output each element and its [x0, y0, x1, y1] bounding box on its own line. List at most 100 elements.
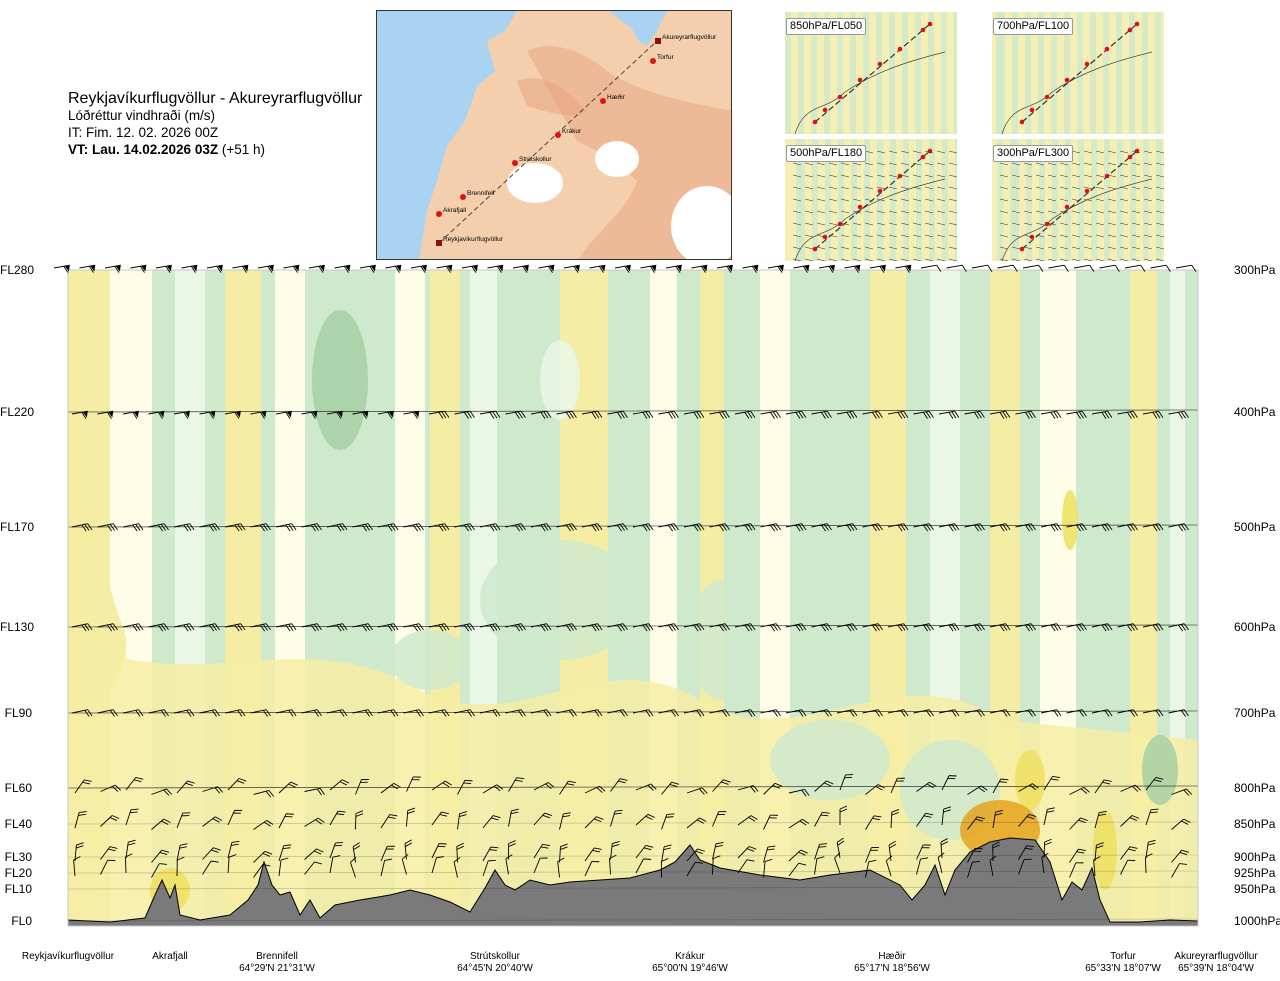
inset-wind-barb: [852, 174, 862, 178]
station-label: Akureyrarflugvöllur 65°39'N 18°04'W: [1152, 951, 1280, 975]
wind-barb: [530, 709, 552, 717]
pressure-level-label: 1000hPa: [1234, 914, 1280, 928]
wind-barb: [227, 778, 247, 791]
inset-route-point: [920, 27, 926, 33]
inset-wind-barb: [804, 222, 814, 226]
wind-barb: [763, 814, 779, 830]
wind-barb: [431, 811, 449, 826]
inset-wind-barb: [912, 186, 922, 190]
inset-wind-barb: [1023, 186, 1033, 190]
inset-wind-barb: [936, 210, 946, 214]
inset-wind-barb: [1119, 210, 1129, 214]
wind-barb: [301, 623, 322, 632]
wind-barb: [1120, 784, 1142, 792]
wind-barb: [964, 623, 985, 632]
inset-wind-barb: [1155, 258, 1164, 261]
wind-barb: [609, 854, 617, 875]
inset-wind-barb: [1023, 234, 1033, 238]
wind-barb: [151, 863, 167, 878]
wind-barb: [683, 709, 705, 717]
inset-wind-barb: [1011, 162, 1021, 166]
inset-wind-barb: [999, 174, 1009, 178]
wind-barb: [686, 861, 703, 877]
inset-route-point: [877, 188, 883, 194]
wind-barb: [734, 709, 756, 717]
wind-barb: [913, 709, 934, 717]
inset-wind-barb: [999, 162, 1009, 166]
inset-band: [1012, 12, 1018, 134]
inset-wind-barb: [792, 198, 802, 202]
station-name: Reykjavíkurflugvöllur: [21, 951, 115, 962]
wind-barb: [148, 410, 165, 419]
wind-barb: [992, 778, 1009, 794]
route-map-svg: Reykjavíkurflugvöllur Akrafjall Brennifell…: [377, 11, 731, 259]
inset-band: [824, 12, 830, 134]
wind-barb: [683, 523, 705, 532]
wind-barb: [865, 846, 879, 863]
inset-wind-barb: [999, 246, 1009, 250]
inset-wind-barb: [912, 174, 922, 178]
wind-barb: [785, 623, 807, 632]
inset-wind-barb: [1095, 150, 1105, 154]
field-blob: [540, 340, 580, 420]
wind-barb: [275, 623, 297, 632]
inset-band: [851, 139, 857, 261]
wind-barb: [385, 264, 402, 273]
wind-barb: [890, 808, 900, 829]
inset-wind-barb: [912, 198, 922, 202]
wind-barb: [1145, 808, 1159, 826]
inset-wind-barb: [1035, 162, 1045, 166]
wind-barb: [278, 781, 298, 794]
inset-wind-barb: [1119, 198, 1129, 202]
inset-wind-barb: [1155, 198, 1164, 202]
inset-wind-barb: [804, 162, 814, 166]
wind-barb: [151, 788, 173, 796]
wind-barb: [737, 785, 759, 793]
wind-barb: [199, 523, 220, 532]
wind-barb: [814, 780, 834, 792]
wind-barb: [632, 623, 654, 632]
inset-route-point: [1084, 188, 1090, 194]
inset-wind-barb: [1023, 198, 1033, 202]
wind-barb: [686, 817, 707, 829]
wind-barb: [737, 815, 758, 826]
inset-wind-barb: [1023, 246, 1033, 250]
inset-wind-barb: [1059, 174, 1069, 178]
inset-wind-barb: [924, 210, 934, 214]
inset-wind-barb: [1071, 186, 1081, 190]
wind-barb: [355, 778, 369, 795]
inset-wind-barb: [1071, 210, 1081, 214]
wind-barb: [1043, 807, 1055, 826]
wind-barb: [1144, 853, 1153, 874]
station-label: Reykjavíkurflugvöllur: [8, 951, 128, 963]
inset-wind-barb: [936, 174, 946, 178]
wind-barb: [885, 855, 893, 877]
wind-barb: [352, 623, 373, 632]
inset-wind-barb: [1119, 162, 1129, 166]
inset-wind-barb: [888, 210, 898, 214]
wind-barb: [428, 623, 450, 632]
wind-barb: [997, 264, 1018, 272]
inset-wind-barb: [852, 234, 862, 238]
valid-time: VT: Lau. 14.02.2026 03Z (+51 h): [68, 141, 378, 158]
wind-barb: [938, 623, 960, 632]
wind-barb: [275, 410, 292, 419]
wind-barb: [763, 858, 773, 878]
wind-barb: [834, 852, 841, 874]
inset-band: [838, 139, 844, 261]
wind-barb: [632, 709, 654, 717]
inset-wind-barb: [1155, 186, 1164, 190]
wind-barb: [556, 523, 577, 532]
wind-barb: [377, 623, 399, 632]
route-point-marker: [555, 132, 561, 138]
pressure-level-line: [68, 409, 1198, 413]
inset-wind-barb: [1047, 258, 1057, 261]
route-point-marker: [650, 58, 656, 64]
inset-band: [916, 139, 922, 261]
wind-barb: [461, 264, 478, 273]
inset-band: [1025, 12, 1031, 134]
inset-wind-barb: [1035, 222, 1045, 226]
station-name: Akureyrarflugvöllur: [1174, 951, 1258, 962]
wind-barb: [71, 410, 88, 419]
inset-wind-barb: [816, 198, 826, 202]
